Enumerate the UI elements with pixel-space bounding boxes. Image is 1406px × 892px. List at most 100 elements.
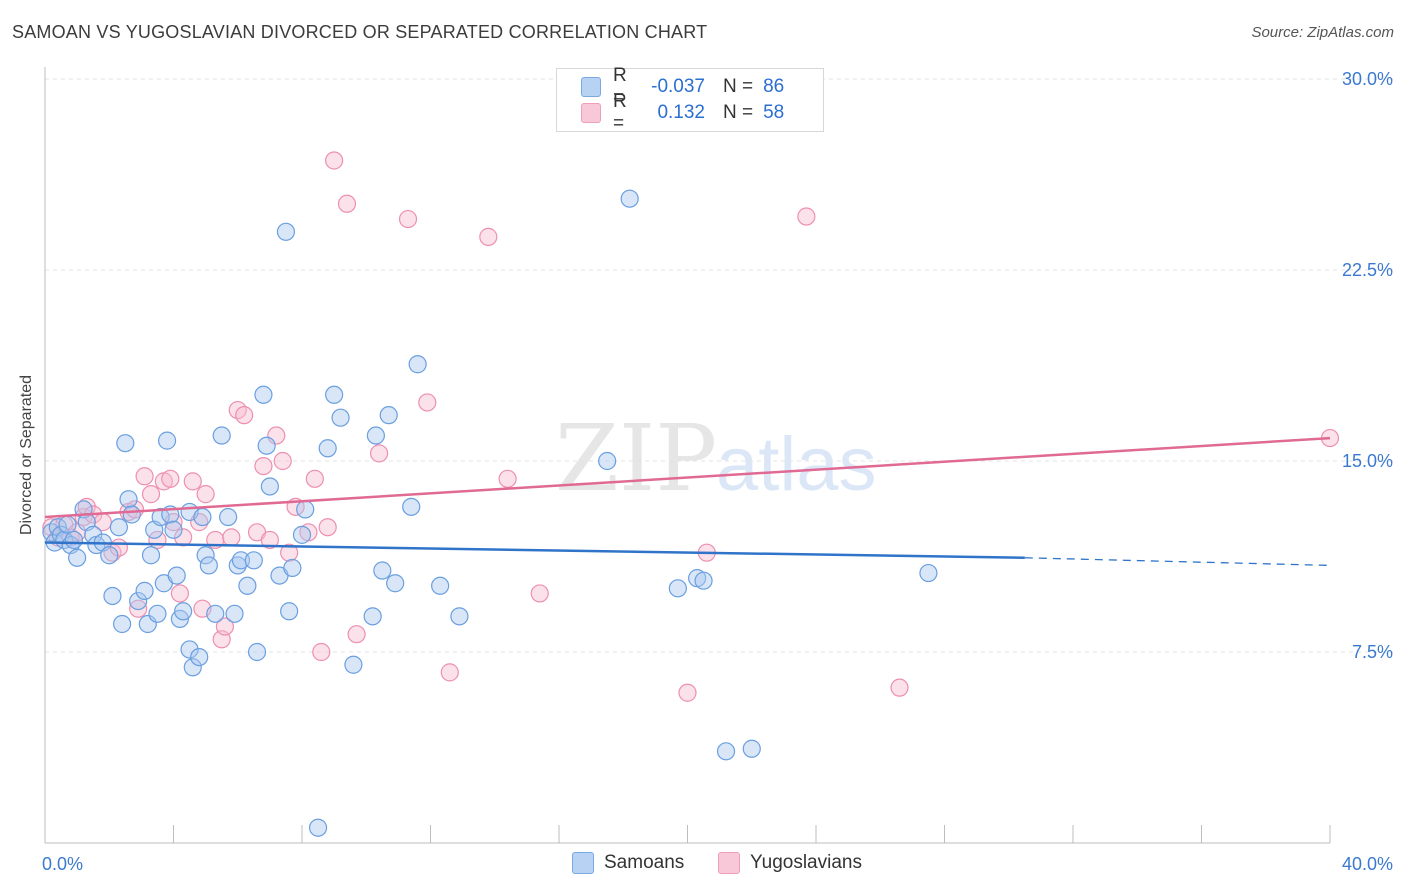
samoan-point [431, 576, 450, 595]
samoan-point [112, 614, 132, 634]
yugoslavian-point [235, 406, 254, 425]
yugoslavian-point [797, 207, 816, 226]
samoan-point [122, 505, 141, 524]
samoan-point [331, 408, 350, 427]
yugoslavian-point [305, 469, 324, 488]
legend-item-samoans[interactable]: Samoans [572, 852, 684, 874]
samoan-point [373, 561, 392, 580]
yugoslavian-point [370, 444, 389, 463]
samoan-point [254, 385, 273, 404]
samoan-point [694, 571, 713, 590]
yugoslavian-point [273, 451, 292, 471]
samoan-point [280, 602, 299, 621]
samoans-trend-extension [1024, 557, 1331, 567]
samoan-point [119, 490, 138, 509]
samoan-point [366, 426, 385, 445]
yugoslavian-point [678, 683, 697, 702]
yugoslavian-point [222, 528, 241, 547]
samoan-point [135, 581, 154, 600]
samoan-point [386, 574, 405, 593]
samoan-point [408, 355, 427, 374]
yugoslavian-point [312, 642, 331, 662]
yugoslavian-point [215, 617, 234, 636]
yugoslavian-point [440, 663, 459, 682]
stats-row-yugoslavians: R = 0.132 N = 58 [581, 91, 784, 134]
yugoslavians-trend-line [44, 436, 1331, 519]
yugoslavian-point [141, 485, 161, 504]
samoan-point [344, 655, 363, 674]
samoan-point [109, 518, 128, 537]
samoan-point [180, 640, 199, 659]
samoan-point [598, 451, 617, 471]
n-value: 86 [763, 76, 785, 97]
samoan-point [167, 566, 186, 585]
r-value: 0.132 [657, 102, 705, 123]
samoan-point [260, 477, 279, 496]
stats-legend: R = -0.037 N = 86 R = 0.132 N = 58 [556, 65, 824, 134]
yugoslavian-point [418, 393, 437, 412]
samoan-point [402, 497, 421, 516]
x-tick-label: 40.0% [1342, 854, 1393, 874]
samoan-point [244, 551, 263, 570]
samoan-point [206, 604, 225, 623]
y-tick-label: 22.5% [1342, 260, 1393, 280]
yugoslavians-legend-swatch [718, 852, 740, 874]
samoan-point [450, 607, 469, 626]
samoans-points [42, 189, 938, 837]
yugoslavian-point [280, 543, 299, 562]
samoan-point [283, 558, 302, 578]
tick-labels: 7.5% 15.0% 22.5% 30.0% 0.0% 40.0% [42, 69, 1393, 874]
r-label: R = [613, 65, 627, 108]
samoan-point [325, 385, 344, 404]
samoans-swatch [581, 77, 601, 97]
yugoslavian-point [347, 625, 366, 644]
stats-row-samoans: R = -0.037 N = 86 [581, 65, 785, 108]
y-tick-label: 30.0% [1342, 69, 1393, 89]
samoan-point [174, 602, 193, 621]
source-label: Source: ZipAtlas.com [1251, 24, 1394, 41]
samoans-legend-swatch [572, 852, 594, 874]
yugoslavian-point [161, 469, 180, 488]
watermark-atlas: atlas [716, 422, 877, 507]
samoan-point [116, 434, 135, 453]
n-label: N = [723, 102, 754, 123]
samoan-point [157, 431, 177, 450]
samoan-point [318, 439, 337, 458]
yugoslavian-point [170, 584, 190, 603]
yugoslavian-point [135, 467, 154, 486]
yugoslavian-point [183, 472, 202, 491]
yugoslavians-swatch [581, 103, 601, 123]
legend-item-yugoslavians[interactable]: Yugoslavians [718, 852, 862, 874]
samoan-point [276, 222, 296, 241]
yugoslavian-point [325, 151, 344, 170]
x-tick-label: 0.0% [42, 854, 83, 874]
legend-label-samoans: Samoans [604, 852, 685, 873]
samoan-point [219, 507, 238, 527]
samoan-point [668, 579, 687, 598]
r-label: R = [613, 91, 627, 134]
samoan-point [148, 604, 167, 623]
series-legend: Samoans Yugoslavians [0, 852, 1406, 878]
samoan-point [363, 607, 382, 626]
axes [44, 67, 1331, 844]
samoans-trend-line [44, 541, 1025, 560]
samoan-point [228, 556, 247, 575]
n-label: N = [723, 76, 754, 97]
samoan-point [193, 507, 212, 527]
samoan-point [190, 647, 209, 667]
watermark-zip: ZIP [555, 405, 717, 512]
samoan-point [379, 406, 398, 425]
yugoslavian-point [530, 584, 549, 603]
yugoslavian-point [318, 518, 337, 537]
yugoslavian-point [890, 678, 909, 697]
samoan-point [742, 739, 761, 758]
samoan-point [919, 563, 938, 583]
yugoslavian-point [129, 599, 148, 618]
samoan-point [292, 525, 312, 544]
samoan-point [620, 189, 639, 208]
yugoslavian-point [498, 469, 517, 488]
samoan-point [129, 591, 148, 611]
trend-lines [44, 436, 1331, 567]
yugoslavian-point [174, 528, 193, 547]
